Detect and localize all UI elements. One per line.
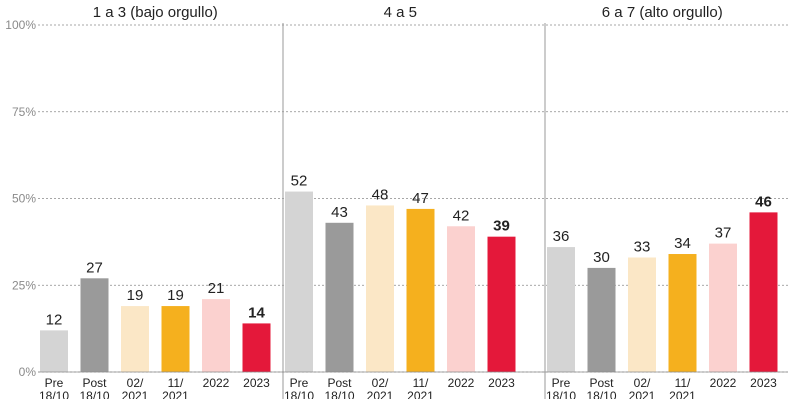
y-tick-label: 0%	[19, 365, 37, 379]
data-label: 14	[248, 304, 265, 321]
x-tick-label: 11/2021	[407, 376, 434, 399]
bar	[668, 254, 697, 372]
x-tick-label: 2022	[448, 376, 475, 390]
data-label: 43	[331, 204, 348, 221]
data-label: 39	[493, 218, 510, 235]
y-tick-label: 25%	[12, 278, 36, 292]
data-label: 46	[755, 193, 772, 210]
x-tick-label: Post 18/10	[79, 376, 109, 399]
data-label: 42	[453, 207, 470, 224]
panel-title: 1 a 3 (bajo orgullo)	[93, 4, 218, 21]
data-label: 21	[208, 280, 225, 297]
data-label: 27	[86, 259, 103, 276]
y-tick-label: 75%	[12, 105, 36, 119]
bar	[121, 306, 149, 372]
x-tick-label: 02/2021	[367, 376, 394, 399]
x-tick-label: 11/2021	[669, 376, 696, 399]
bar	[242, 323, 271, 372]
data-label: 30	[593, 249, 610, 266]
data-label: 12	[46, 311, 63, 328]
panel-title: 6 a 7 (alto orgullo)	[602, 4, 723, 21]
bar	[487, 236, 516, 372]
data-label: 47	[412, 190, 429, 207]
data-label: 52	[291, 173, 308, 190]
x-tick-label: 02/2021	[629, 376, 656, 399]
data-label: 34	[674, 235, 691, 252]
bar	[587, 267, 616, 372]
x-tick-label: Pre 18/10	[39, 376, 69, 399]
bar	[447, 226, 475, 372]
bar	[749, 212, 778, 372]
bar	[202, 299, 230, 372]
x-tick-label: 2023	[750, 376, 777, 390]
panel-title: 4 a 5	[384, 4, 417, 21]
bar	[406, 208, 435, 372]
data-label: 19	[127, 287, 144, 304]
bar	[325, 222, 354, 372]
data-label: 37	[715, 225, 732, 242]
bar	[285, 191, 313, 372]
data-label: 48	[372, 186, 389, 203]
data-label: 36	[553, 228, 570, 245]
x-tick-label: Post 18/10	[324, 376, 354, 399]
x-tick-label: 02/2021	[122, 376, 149, 399]
bar	[366, 205, 394, 372]
x-tick-label: 11/2021	[162, 376, 189, 399]
bar	[547, 247, 575, 372]
y-tick-label: 100%	[5, 18, 36, 32]
x-tick-label: 2023	[243, 376, 270, 390]
bar	[709, 243, 737, 372]
x-tick-label: 2023	[488, 376, 515, 390]
x-tick-label: 2022	[710, 376, 737, 390]
data-label: 33	[634, 238, 651, 255]
bar	[40, 330, 68, 372]
x-tick-label: Post 18/10	[586, 376, 616, 399]
data-label: 19	[167, 287, 184, 304]
y-tick-label: 50%	[12, 192, 36, 206]
x-tick-label: Pre 18/10	[284, 376, 314, 399]
bar	[161, 306, 190, 372]
bar	[80, 278, 109, 372]
x-tick-label: Pre 18/10	[546, 376, 576, 399]
bar	[628, 257, 656, 372]
x-tick-label: 2022	[203, 376, 230, 390]
